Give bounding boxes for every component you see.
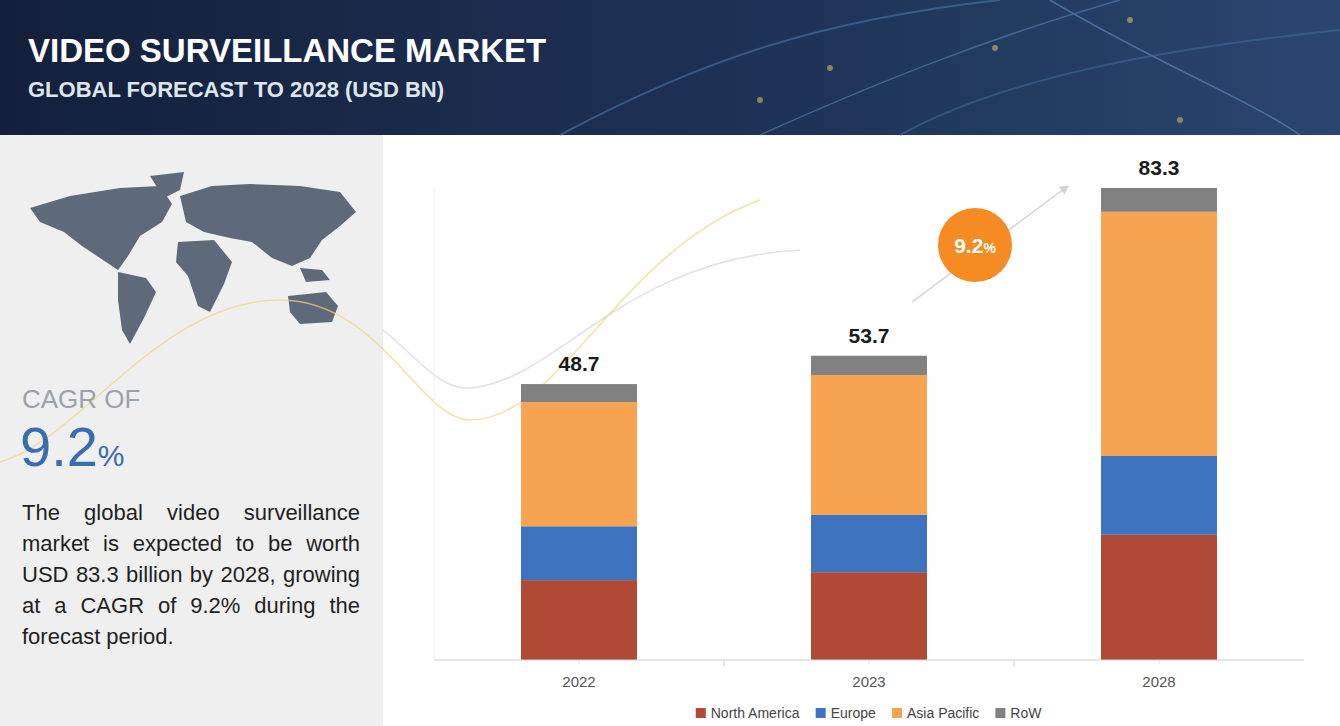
bar-segment <box>521 580 637 660</box>
header-band <box>0 0 1340 135</box>
total-label: 83.3 <box>1139 156 1180 179</box>
legend-swatch <box>995 708 1005 718</box>
badge-number: 9.2 <box>954 234 983 257</box>
badge-unit: % <box>983 240 996 256</box>
legend-item: Europe <box>816 705 876 721</box>
legend-label: Europe <box>831 705 876 721</box>
y-range-line <box>434 188 435 660</box>
deco-curve <box>560 0 1000 135</box>
side-panel <box>0 135 383 726</box>
x-tick-label: 2023 <box>852 673 885 690</box>
bar-segment <box>811 356 927 375</box>
legend-item: Asia Pacific <box>892 705 979 721</box>
legend-label: Asia Pacific <box>907 705 979 721</box>
title: VIDEO SURVEILLANCE MARKET <box>28 32 546 69</box>
legend-swatch <box>892 708 902 718</box>
deco-curve <box>1050 0 1300 135</box>
bar-segment <box>811 375 927 515</box>
cagr-value: 9.2% <box>20 415 125 478</box>
subtitle: GLOBAL FORECAST TO 2028 (USD BN) <box>28 77 444 102</box>
cagr-label: CAGR OF <box>22 384 140 414</box>
x-tick <box>579 660 580 664</box>
legend-label: RoW <box>1010 705 1042 721</box>
bar-segment <box>811 572 927 660</box>
deco-dot <box>1177 117 1183 123</box>
page: {"chart_data": { "type": "bar", "title":… <box>0 0 1340 726</box>
continent <box>30 186 172 270</box>
bar-segment <box>521 402 637 526</box>
legend: North America Europe Asia Pacific RoW <box>696 705 1043 721</box>
deco-curve <box>383 250 800 388</box>
world-map <box>30 172 356 344</box>
deco-dot <box>757 97 763 103</box>
bar-segment <box>1101 188 1217 212</box>
header-decoration <box>560 0 1340 135</box>
bar-segment <box>811 515 927 572</box>
deco-dot <box>1127 17 1133 23</box>
continent <box>118 272 156 344</box>
x-tick <box>1159 660 1160 664</box>
continent <box>150 172 184 198</box>
total-label: 53.7 <box>849 324 890 347</box>
legend-item: RoW <box>995 705 1042 721</box>
x-divider-tick <box>1014 660 1015 667</box>
continent <box>300 268 330 282</box>
legend-label: North America <box>711 705 800 721</box>
bars <box>521 188 1217 660</box>
continent <box>288 292 338 324</box>
legend-item: North America <box>696 705 800 721</box>
growth-arrow <box>912 186 1068 302</box>
deco-dot <box>992 45 998 51</box>
bar-segment <box>1101 535 1217 660</box>
legend-swatch <box>696 708 706 718</box>
x-tick-label: 2022 <box>562 673 595 690</box>
deco-dot <box>827 65 833 71</box>
total-label: 48.7 <box>559 352 600 375</box>
cagr-badge <box>938 208 1012 282</box>
legend-swatch <box>816 708 826 718</box>
x-tick-label: 2028 <box>1142 673 1175 690</box>
bar-segment <box>1101 456 1217 535</box>
description: The global video surveillance market is … <box>22 497 360 652</box>
bar-segment <box>521 384 637 402</box>
continent <box>176 240 232 312</box>
cagr-badge-label: 9.2% <box>954 234 996 257</box>
cagr-number: 9.2 <box>20 415 98 478</box>
x-tick <box>869 660 870 664</box>
bar-segment <box>521 526 637 580</box>
cagr-unit: % <box>98 439 125 472</box>
bar-segment <box>1101 212 1217 456</box>
x-divider-tick <box>724 660 725 667</box>
deco-curve <box>0 200 760 462</box>
